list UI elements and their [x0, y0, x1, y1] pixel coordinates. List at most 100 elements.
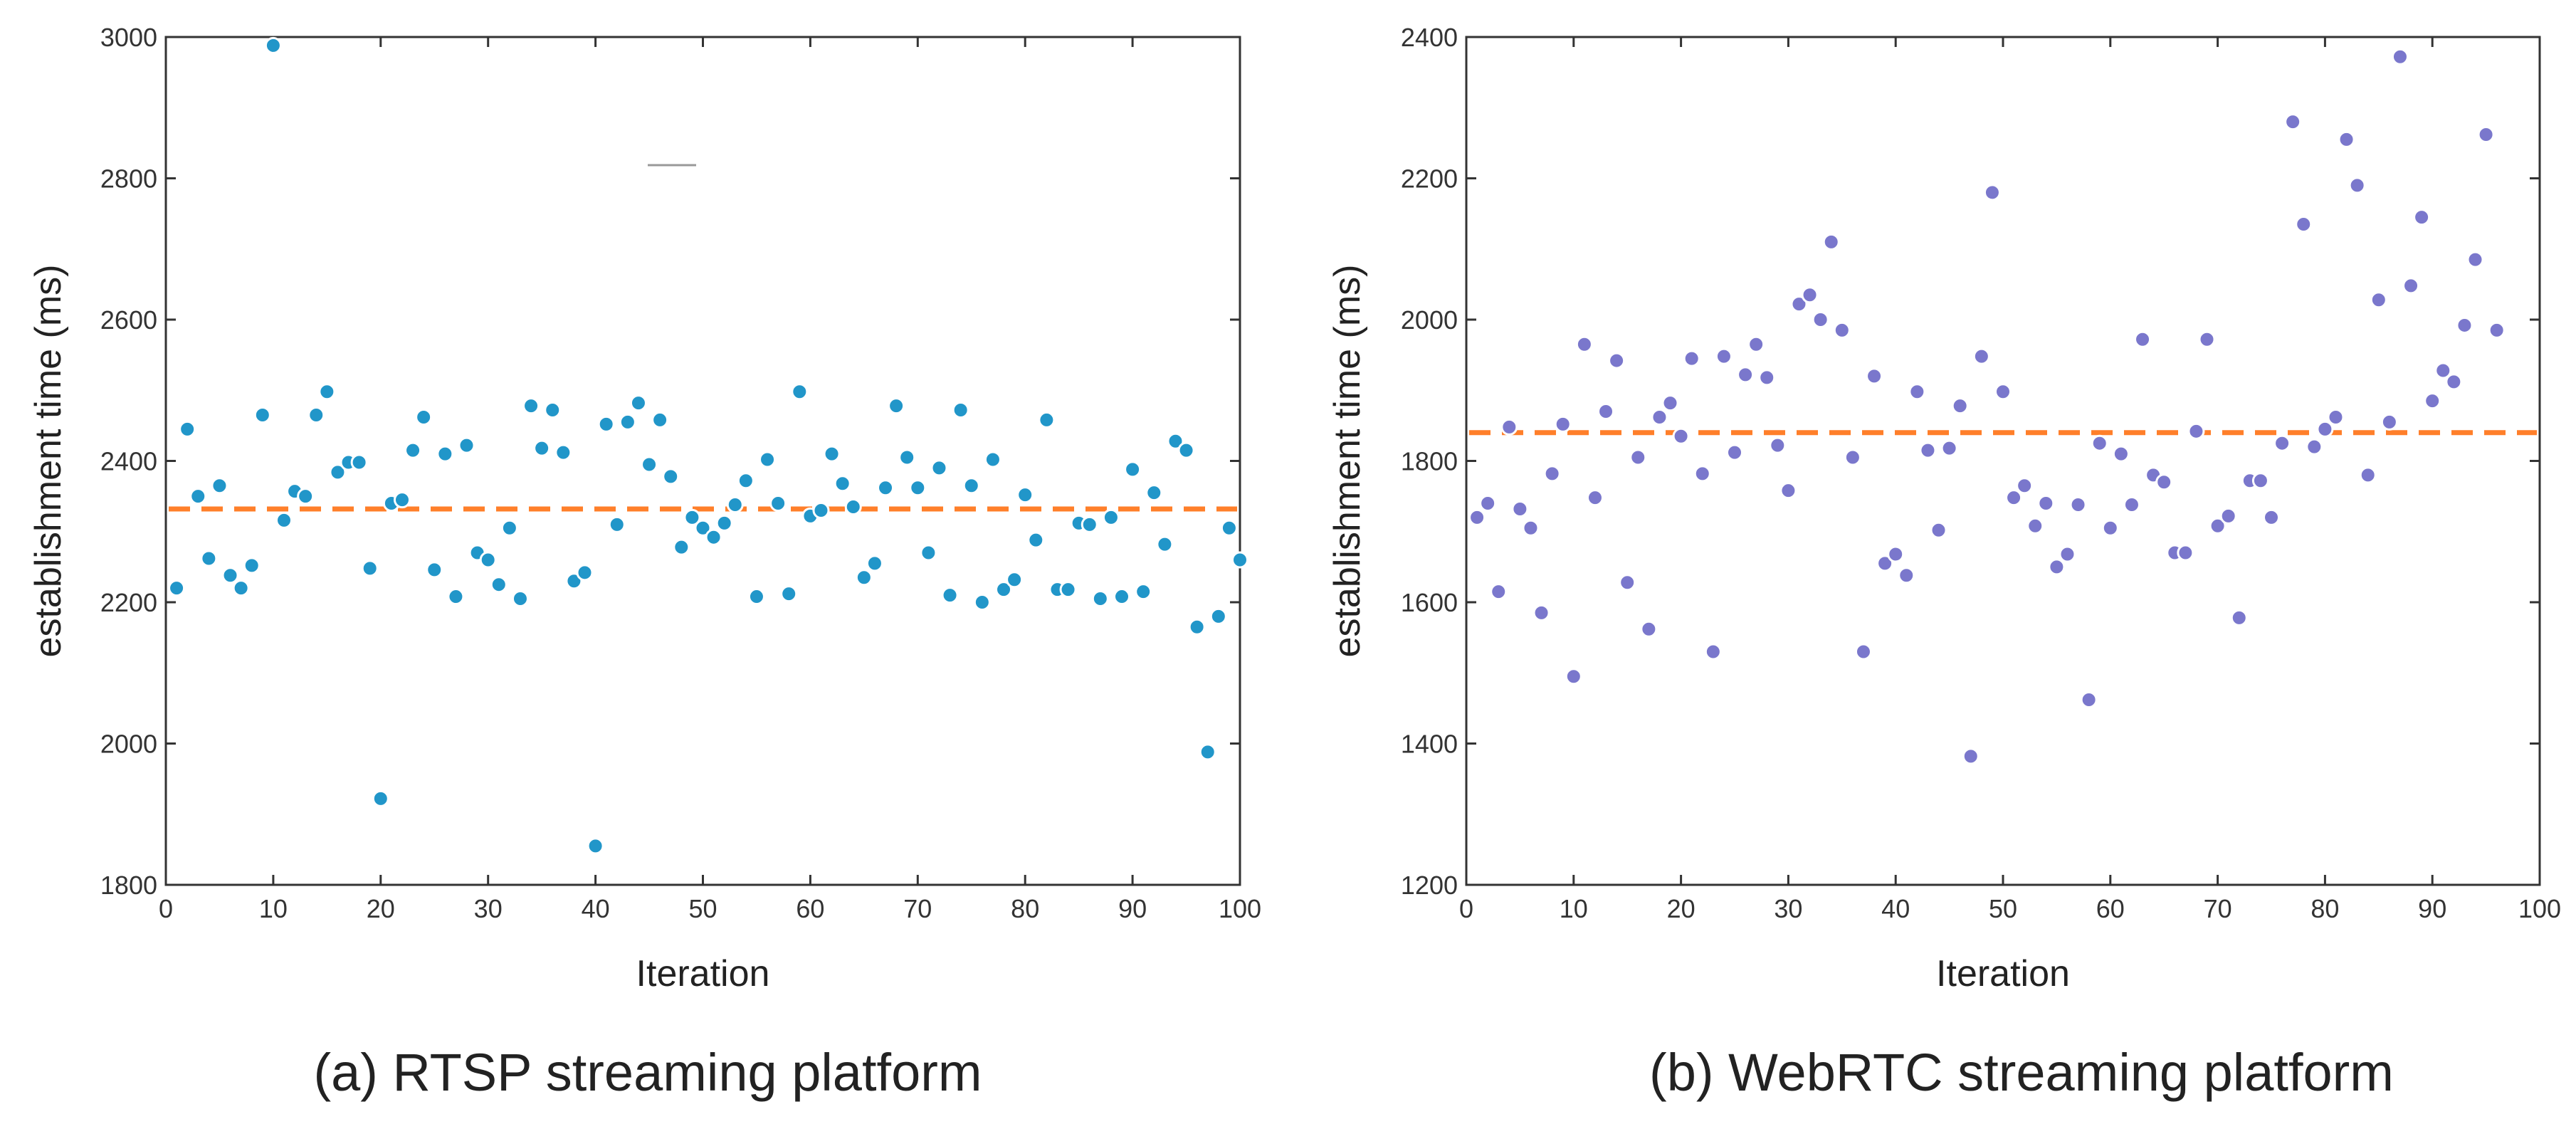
chart-a-x-axis-label: Iteration	[636, 953, 770, 994]
chart-b-point	[1468, 508, 1486, 526]
chart-b-point	[1500, 418, 1518, 436]
chart-b-point	[1651, 408, 1668, 426]
chart-a-point	[629, 394, 647, 412]
chart-a-y-tick-label: 2000	[100, 730, 157, 759]
chart-b-point	[2263, 508, 2280, 526]
chart-b-point	[1790, 295, 1808, 313]
chart-b-point	[1844, 448, 1861, 466]
chart-b-frame	[1465, 36, 2541, 886]
chart-b-point	[1930, 521, 1947, 539]
chart-b-x-tick-label: 60	[2096, 894, 2125, 923]
chart-b-point	[1876, 555, 1894, 572]
chart-a-point	[533, 439, 551, 457]
chart-a-point	[715, 514, 733, 532]
chart-b-point	[2080, 690, 2098, 708]
chart-a-point	[189, 488, 207, 505]
chart-b-point	[1887, 545, 1905, 563]
chart-b-point	[1919, 441, 1937, 459]
chart-a-group: 0 10 20 30 40 50 60 70 80 90 100 1800 2000 2200 2400 26…	[100, 23, 1261, 923]
chart-a-point	[823, 445, 841, 463]
chart-b-point	[2434, 362, 2452, 379]
chart-b-point	[1619, 574, 1636, 592]
chart-a-point	[264, 36, 282, 54]
chart-b-point	[1908, 383, 1926, 401]
chart-b-point	[2209, 517, 2227, 535]
chart-a-point	[200, 550, 218, 567]
chart-a-point	[920, 544, 937, 562]
chart-b-point	[1972, 347, 1990, 365]
chart-a-point	[458, 436, 475, 454]
chart-a-point	[1124, 461, 1142, 478]
chart-a-point	[1135, 583, 1152, 601]
chart-b-point	[2177, 544, 2194, 562]
chart-a-point	[544, 401, 562, 419]
chart-a-point	[1113, 588, 1131, 606]
chart-a-point	[1199, 743, 1216, 761]
chart-b-x-tick-label: 30	[1774, 894, 1802, 923]
chart-b-point	[2112, 445, 2130, 463]
chart-a-point	[1006, 571, 1024, 589]
chart-b-point	[2251, 472, 2269, 490]
chart-a-point	[962, 477, 980, 495]
chart-b-point	[2005, 489, 2023, 507]
chart-b-point	[2273, 434, 2291, 452]
chart-b-point	[2295, 216, 2313, 233]
chart-b-point	[1769, 436, 1787, 454]
chart-a-y-tick-label: 2800	[100, 164, 157, 194]
chart-b-point	[2316, 420, 2334, 438]
chart-a-point	[1038, 411, 1056, 429]
chart-a-point	[490, 576, 508, 594]
chart-a-point	[662, 468, 680, 485]
chart-b-point	[2466, 251, 2484, 268]
chart-a-x-tick-label: 60	[796, 894, 824, 923]
chart-b-point	[2091, 434, 2108, 452]
chart-a-point	[844, 498, 862, 516]
chart-b-x-tick-label: 90	[2418, 894, 2446, 923]
chart-a-point	[1145, 484, 1163, 502]
chart-a-point	[1027, 531, 1045, 549]
chart-a-point	[608, 515, 626, 533]
chart-b-point	[1672, 427, 1690, 445]
chart-a-point	[426, 561, 443, 579]
chart-b-point	[2048, 558, 2066, 576]
chart-b-point	[1898, 567, 1915, 584]
chart-b-point	[2424, 392, 2441, 410]
chart-a-point	[952, 401, 969, 419]
chart-b-point	[1758, 369, 1776, 387]
chart-b-point	[2477, 125, 2495, 143]
chart-b-x-tick-label: 10	[1560, 894, 1588, 923]
chart-a-frame	[164, 36, 1241, 886]
chart-a-x-tick-label: 70	[903, 894, 932, 923]
chart-a-x-tick-label: 100	[1219, 894, 1261, 923]
chart-a-x-tick-label: 30	[474, 894, 503, 923]
chart-b-point	[2069, 496, 2087, 514]
chart-b-point	[1801, 286, 1819, 304]
chart-a-y-tick-label: 2400	[100, 447, 157, 476]
chart-b-x-tick-label: 0	[1459, 894, 1473, 923]
chart-a-y-tick-label: 1800	[100, 871, 157, 900]
chart-b-point	[1490, 583, 1508, 601]
chart-a-point	[984, 451, 1002, 468]
chart-b-point	[1833, 321, 1851, 339]
chart-a-point	[619, 413, 636, 431]
chart-a-point	[1167, 432, 1184, 450]
chart-b-point	[2327, 408, 2345, 426]
chart-b-y-tick-label: 2400	[1401, 23, 1458, 52]
chart-b-point	[2059, 545, 2076, 563]
chart-a-x-tick-label: 10	[259, 894, 288, 923]
chart-a-point	[500, 519, 518, 537]
chart-b-point	[1661, 394, 1679, 412]
chart-a-point	[641, 456, 658, 473]
chart-a-point	[275, 511, 293, 529]
chart-a-x-tick-label: 90	[1118, 894, 1147, 923]
chart-a-point	[930, 459, 948, 477]
chart-a-point	[243, 557, 261, 574]
chart-a-point	[877, 479, 895, 497]
chart-a-point	[759, 451, 777, 468]
chart-a-point	[1059, 581, 1077, 599]
chart-a-point	[1156, 535, 1174, 553]
chart-b-point	[1726, 443, 1743, 461]
chart-b-group: 0 10 20 30 40 50 60 70 80 90 100 1200 1400 1600 1800 20…	[1401, 23, 2561, 923]
chart-b-y-tick-label: 1400	[1401, 730, 1458, 759]
